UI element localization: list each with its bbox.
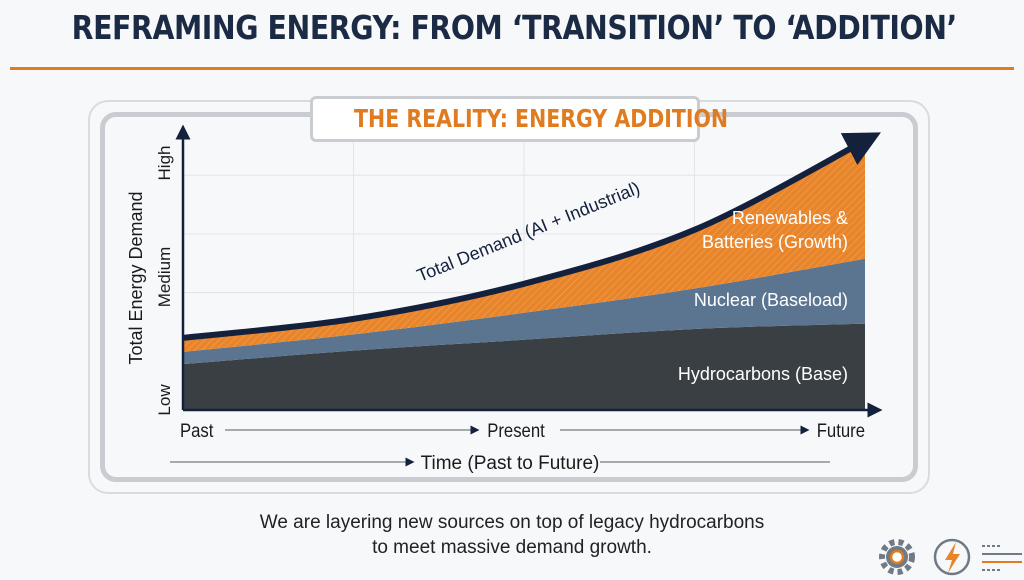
footer-icons <box>879 538 1022 576</box>
y-axis-title: Total Energy Demand <box>126 191 146 364</box>
y-tick-label: Medium <box>155 247 174 307</box>
x-axis-title: Time (Past to Future) <box>421 453 600 474</box>
series-label-renewables-2: Batteries (Growth) <box>702 232 848 252</box>
caption: We are layering new sources on top of le… <box>0 510 1024 560</box>
caption-line-2: to meet massive demand growth. <box>372 537 652 558</box>
series-label-nuclear: Nuclear (Baseload) <box>694 290 848 310</box>
x-tick-label: Present <box>487 420 545 441</box>
lightning-icon <box>933 538 971 576</box>
page-title: REFRAMING ENERGY: FROM ‘TRANSITION’ TO ‘… <box>71 8 958 47</box>
hydrocarbons-area <box>183 323 865 410</box>
x-tick-label: Future <box>817 420 865 441</box>
x-tick-label: Past <box>180 420 213 441</box>
series-label-renewables-1: Renewables & <box>732 208 848 228</box>
gear-icon <box>879 539 915 575</box>
renewables-area <box>183 142 865 352</box>
panel-title: THE REALITY: ENERGY ADDITION <box>354 104 729 133</box>
circuit-icon <box>982 545 1022 571</box>
y-tick-label: High <box>155 146 174 181</box>
title-underline <box>10 67 1014 70</box>
nuclear-area <box>183 258 865 365</box>
total-demand-line <box>182 132 881 341</box>
panel-title-box: THE REALITY: ENERGY ADDITION <box>310 96 728 142</box>
caption-line-1: We are layering new sources on top of le… <box>259 512 765 533</box>
series-label-hydrocarbons: Hydrocarbons (Base) <box>678 364 848 384</box>
y-tick-label: Low <box>155 384 174 416</box>
